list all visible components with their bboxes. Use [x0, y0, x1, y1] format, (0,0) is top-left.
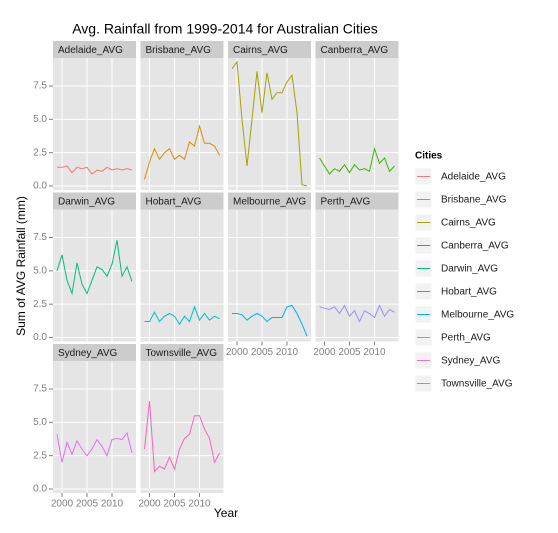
y-tick-label: 5.0	[33, 265, 47, 276]
panel	[315, 209, 399, 342]
panel	[228, 58, 311, 190]
chart-title: Avg. Rainfall from 1999-2014 for Austral…	[72, 21, 378, 37]
strip-label: Perth_AVG	[321, 197, 371, 208]
legend-label: Adelaide_AVG	[441, 172, 506, 183]
legend-label: Townsville_AVG	[441, 379, 513, 390]
x-tick-label: 2010	[363, 347, 386, 358]
series-line	[144, 400, 220, 473]
strip-label: Cairns_AVG	[233, 45, 288, 56]
strip	[140, 192, 224, 210]
strip	[53, 41, 136, 58]
x-tick-label: 2000	[51, 499, 74, 510]
panel	[140, 361, 224, 493]
strip	[228, 192, 311, 210]
strip	[53, 192, 136, 210]
x-tick-label: 2010	[188, 499, 211, 510]
legend-label: Perth_AVG	[441, 333, 491, 344]
x-tick-label: 2005	[163, 499, 186, 510]
x-tick-label: 2010	[101, 499, 124, 510]
strip	[228, 41, 311, 58]
strip	[315, 41, 399, 58]
strip-label: Brisbane_AVG	[146, 45, 212, 56]
y-tick-label: 5.0	[33, 114, 47, 125]
strip-label: Sydney_AVG	[58, 348, 118, 359]
y-tick-label: 0.0	[33, 484, 47, 495]
panel	[53, 361, 136, 493]
legend-label: Canberra_AVG	[441, 241, 509, 252]
legend-label: Hobart_AVG	[441, 287, 497, 298]
x-tick-label: 2010	[276, 347, 299, 358]
series-line	[144, 124, 220, 180]
legend-label: Melbourne_AVG	[441, 310, 514, 321]
panel	[315, 58, 399, 190]
series-line	[319, 146, 395, 175]
y-axis-label: Sum of AVG Rainfall (mm)	[14, 196, 28, 336]
legend-title: Cities	[415, 151, 443, 162]
strip	[140, 41, 224, 58]
legend-label: Cairns_AVG	[441, 218, 496, 229]
series-line	[231, 60, 308, 187]
x-tick-label: 2000	[226, 347, 249, 358]
y-tick-label: 7.5	[33, 81, 47, 92]
y-tick-label: 7.5	[33, 232, 47, 243]
legend-label: Darwin_AVG	[441, 264, 498, 275]
x-tick-label: 2005	[76, 499, 99, 510]
strip	[315, 192, 399, 210]
x-tick-label: 2000	[313, 347, 336, 358]
panel	[53, 209, 136, 342]
strip	[53, 344, 136, 361]
strip-label: Hobart_AVG	[146, 197, 202, 208]
x-tick-label: 2005	[251, 347, 274, 358]
y-tick-label: 2.5	[33, 147, 47, 158]
series-line	[57, 165, 133, 175]
series-line	[319, 304, 395, 323]
y-tick-label: 0.0	[33, 181, 47, 192]
x-axis-label: Year	[214, 506, 238, 520]
x-tick-label: 2000	[138, 499, 161, 510]
panel	[228, 209, 311, 342]
y-tick-label: 2.5	[33, 299, 47, 310]
series-line	[144, 305, 220, 326]
legend-label: Sydney_AVG	[441, 356, 501, 367]
strip-label: Melbourne_AVG	[233, 197, 306, 208]
strip-label: Canberra_AVG	[321, 45, 389, 56]
y-tick-label: 5.0	[33, 417, 47, 428]
legend-label: Brisbane_AVG	[441, 195, 507, 206]
series-line	[56, 431, 133, 463]
panel	[53, 58, 136, 190]
strip-label: Adelaide_AVG	[58, 45, 123, 56]
strip	[140, 344, 224, 361]
strip-label: Townsville_AVG	[146, 348, 218, 359]
y-tick-label: 0.0	[33, 332, 47, 343]
strip-label: Darwin_AVG	[58, 197, 115, 208]
series-line	[56, 240, 133, 296]
panel	[140, 58, 224, 190]
panel	[140, 209, 224, 342]
x-tick-label: 2005	[338, 347, 361, 358]
y-tick-label: 7.5	[33, 384, 47, 395]
y-tick-label: 2.5	[33, 450, 47, 461]
series-line	[232, 304, 308, 337]
